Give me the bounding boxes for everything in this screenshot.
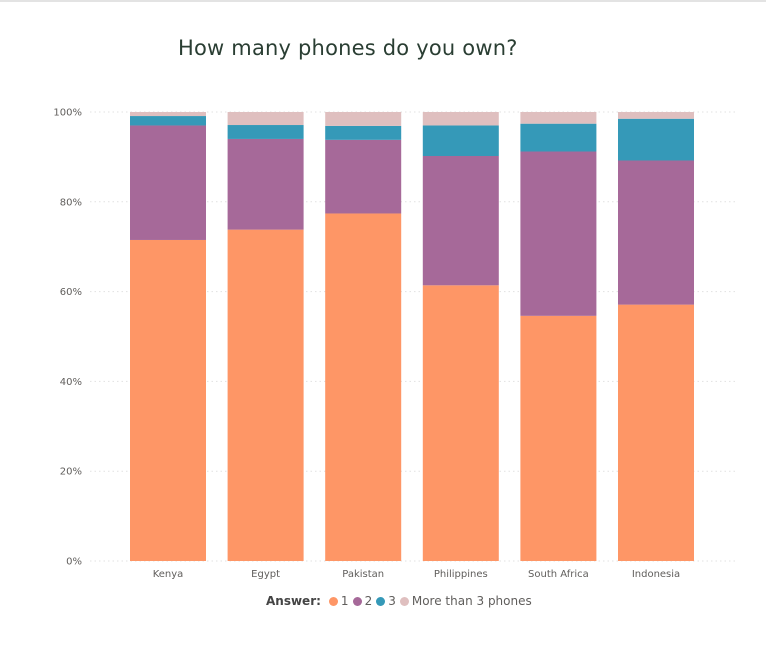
bar-segment[interactable]	[227, 138, 304, 230]
y-tick-label: 80%	[60, 197, 82, 208]
bar-segment[interactable]	[618, 112, 694, 119]
bar-segment[interactable]	[130, 116, 206, 126]
x-axis: Kenya Egypt Pakistan Philippines South Afric…	[153, 569, 680, 580]
legend: Answer: 1 2 3 More than 3 phones	[266, 592, 536, 610]
legend-title: Answer:	[266, 594, 321, 608]
legend-label: More than 3 phones	[411, 594, 532, 608]
legend-item[interactable]: 3	[376, 594, 396, 608]
bar-segment[interactable]	[130, 125, 206, 240]
legend-item[interactable]: 1	[328, 594, 349, 608]
bar-segment[interactable]	[422, 112, 499, 126]
bar-segment[interactable]	[618, 304, 694, 561]
bar-segment[interactable]	[325, 139, 402, 214]
x-tick-label: Indonesia	[632, 569, 680, 580]
y-tick-label: 20%	[60, 467, 82, 478]
bar-segment[interactable]	[130, 112, 206, 117]
x-tick-label: Pakistan	[342, 569, 384, 580]
y-tick-label: 100%	[53, 108, 82, 119]
bar-segment[interactable]	[422, 285, 499, 561]
legend-label: 2	[364, 594, 373, 608]
y-tick-label: 0%	[66, 557, 82, 568]
legend-label: 3	[388, 594, 396, 608]
bar-segments	[130, 112, 694, 561]
bar-segment[interactable]	[422, 156, 499, 286]
x-tick-label: Egypt	[251, 569, 280, 580]
bar-segment[interactable]	[227, 112, 304, 126]
legend-item[interactable]: More than 3 phones	[399, 594, 532, 608]
bar-segment[interactable]	[325, 213, 402, 561]
legend-swatch	[399, 596, 409, 606]
x-tick-label: Philippines	[434, 569, 488, 580]
x-tick-label: Kenya	[153, 569, 184, 580]
bar-segment[interactable]	[325, 112, 402, 126]
bar-segment[interactable]	[325, 125, 402, 140]
bar-segment[interactable]	[227, 229, 304, 561]
bar-segment[interactable]	[422, 125, 499, 157]
legend-label: 1	[340, 594, 349, 608]
legend-swatch	[376, 596, 386, 606]
legend-items: 1 2 3 More than 3 phones	[328, 594, 536, 608]
legend-item[interactable]: 2	[352, 594, 373, 608]
bar-segment[interactable]	[520, 151, 597, 316]
bar-segment[interactable]	[520, 123, 597, 152]
chart-title: How many phones do you own?	[178, 36, 518, 60]
bar-segment[interactable]	[618, 160, 694, 305]
legend-swatch	[328, 596, 338, 606]
bar-segment[interactable]	[520, 112, 597, 124]
bar-segment[interactable]	[130, 239, 206, 561]
y-axis: 0% 20% 40% 60% 80% 100%	[53, 108, 82, 568]
x-tick-label: South Africa	[528, 569, 589, 580]
y-tick-label: 40%	[60, 377, 82, 388]
bar-segment[interactable]	[618, 118, 694, 161]
top-border	[0, 0, 766, 2]
bar-segment[interactable]	[520, 315, 597, 561]
bar-segment[interactable]	[227, 125, 304, 139]
y-tick-label: 60%	[60, 287, 82, 298]
legend-swatch	[352, 596, 362, 606]
